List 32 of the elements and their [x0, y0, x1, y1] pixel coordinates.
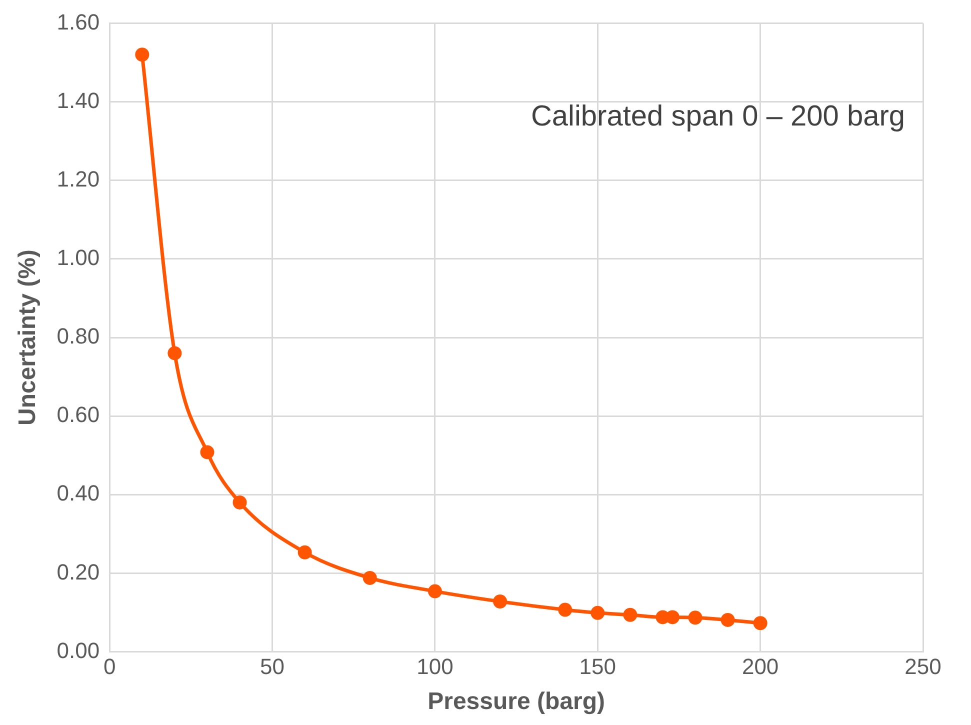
x-axis-title: Pressure (barg)	[428, 688, 606, 716]
point	[362, 570, 377, 585]
point	[232, 496, 247, 510]
y-tick-label: 0.60	[56, 402, 100, 428]
y-tick-label: 1.40	[56, 88, 100, 113]
y-tick-label: 1.20	[56, 166, 100, 192]
y-tick-label: 0.80	[56, 324, 100, 349]
point	[688, 610, 702, 625]
y-tick-label: 0.00	[56, 638, 100, 663]
point	[428, 584, 442, 598]
x-tick-label: 0	[103, 654, 116, 680]
y-axis-title: Uncertainty (%)	[14, 249, 42, 426]
point	[720, 612, 735, 627]
point	[168, 346, 182, 360]
x-tick-label: 200	[742, 654, 779, 680]
y-tick-label: 1.60	[56, 9, 100, 34]
y-tick-label: 0.40	[56, 480, 100, 506]
point	[623, 608, 638, 622]
x-tick-label: 100	[416, 654, 454, 680]
point	[558, 602, 572, 617]
annotation: Calibrated span 0 – 200 barg	[530, 100, 905, 133]
x-tick-label: 150	[579, 654, 616, 680]
x-tick-label: 250	[904, 654, 942, 680]
point	[298, 545, 312, 560]
point	[493, 594, 508, 609]
y-tick-label: 0.20	[56, 559, 100, 584]
point	[135, 48, 150, 62]
point	[753, 616, 768, 630]
point	[200, 445, 214, 460]
x-tick-label: 50	[260, 654, 285, 680]
point	[590, 606, 605, 620]
y-tick-label: 1.00	[56, 244, 100, 270]
